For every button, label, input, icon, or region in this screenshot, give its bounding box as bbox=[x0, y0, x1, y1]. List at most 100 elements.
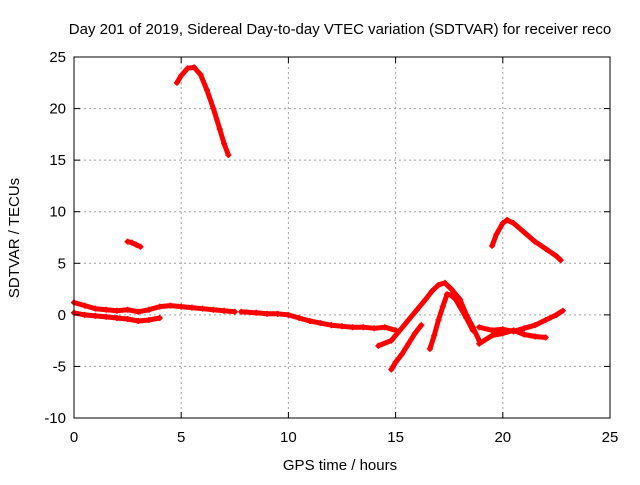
data-point bbox=[553, 253, 560, 260]
series-line bbox=[174, 64, 231, 158]
data-point bbox=[124, 238, 131, 245]
data-point bbox=[559, 307, 566, 314]
data-point bbox=[422, 296, 429, 303]
series-arc-short-3h bbox=[124, 238, 144, 250]
data-point bbox=[476, 324, 483, 331]
data-point bbox=[418, 322, 425, 329]
data-point bbox=[210, 105, 217, 112]
data-point bbox=[441, 279, 448, 286]
data-point bbox=[405, 340, 412, 347]
data-point bbox=[504, 216, 511, 223]
data-point bbox=[135, 308, 142, 315]
y-tick-label: -5 bbox=[53, 358, 66, 375]
data-point bbox=[128, 239, 135, 246]
y-tick-label: 15 bbox=[49, 152, 66, 169]
data-point bbox=[463, 314, 470, 321]
data-point bbox=[371, 325, 378, 332]
x-tick-label: 10 bbox=[280, 429, 297, 446]
data-point bbox=[448, 292, 455, 299]
data-point bbox=[388, 337, 395, 344]
data-point bbox=[135, 318, 142, 325]
data-point bbox=[216, 126, 223, 133]
data-point bbox=[439, 303, 446, 310]
data-point bbox=[339, 323, 345, 330]
data-point bbox=[399, 351, 406, 358]
x-tick-label: 0 bbox=[70, 429, 78, 446]
data-point bbox=[414, 306, 421, 313]
plot-frame bbox=[73, 56, 611, 419]
y-tick-label: 5 bbox=[58, 255, 66, 272]
grid bbox=[74, 57, 610, 418]
y-tick-label: -10 bbox=[44, 410, 66, 427]
data-point bbox=[476, 340, 483, 347]
data-point bbox=[375, 342, 382, 349]
data-point bbox=[489, 242, 496, 249]
data-point bbox=[456, 303, 463, 310]
data-point bbox=[146, 306, 153, 313]
series-arc-evening bbox=[489, 216, 564, 264]
data-point bbox=[542, 245, 549, 252]
data-point bbox=[521, 331, 528, 338]
data-point bbox=[521, 229, 528, 236]
data-point bbox=[133, 241, 140, 248]
data-point bbox=[405, 317, 412, 324]
data-point bbox=[429, 288, 436, 295]
chart-title: Day 201 of 2019, Sidereal Day-to-day VTE… bbox=[69, 21, 611, 38]
x-tick-label: 20 bbox=[494, 429, 511, 446]
data-point bbox=[173, 79, 180, 86]
data-point bbox=[188, 304, 195, 311]
data-point bbox=[489, 332, 496, 339]
data-point bbox=[542, 317, 549, 324]
data-point bbox=[178, 72, 185, 79]
x-tick-label: 5 bbox=[177, 429, 185, 446]
data-point bbox=[81, 302, 88, 309]
data-point bbox=[178, 303, 185, 310]
data-point bbox=[392, 359, 399, 366]
data-point bbox=[103, 306, 110, 313]
data-point bbox=[499, 330, 506, 337]
data-point bbox=[349, 324, 356, 331]
data-point bbox=[489, 327, 496, 334]
data-point bbox=[444, 291, 451, 298]
data-point bbox=[448, 286, 455, 293]
data-point bbox=[411, 330, 418, 337]
data-point bbox=[221, 140, 228, 147]
data-point bbox=[360, 324, 367, 331]
data-point bbox=[493, 231, 500, 238]
data-point bbox=[557, 257, 564, 264]
series-line bbox=[427, 291, 476, 352]
y-axis-label: SDTVAR / TECUs bbox=[6, 178, 23, 298]
data-point bbox=[317, 320, 324, 327]
y-tick-label: 25 bbox=[49, 49, 66, 66]
data-point bbox=[285, 311, 292, 318]
data-point bbox=[191, 64, 198, 71]
data-point bbox=[238, 308, 245, 315]
data-point bbox=[124, 306, 131, 313]
series-arc-16h-spike bbox=[426, 291, 476, 352]
data-point bbox=[210, 306, 217, 313]
data-point bbox=[92, 305, 99, 312]
axis-ticks: 0 5 10 15 20 25 -10 -5 0 5 10 15 20 25 bbox=[44, 49, 618, 446]
y-tick-label: 10 bbox=[49, 204, 66, 221]
data-point bbox=[231, 308, 238, 315]
data-point bbox=[199, 305, 206, 312]
series-band-0-7h bbox=[71, 299, 238, 315]
data-point bbox=[553, 311, 560, 318]
data-point bbox=[521, 325, 528, 332]
series-band-12-15h bbox=[328, 322, 399, 334]
data-point bbox=[452, 296, 459, 303]
data-point bbox=[469, 327, 476, 334]
data-point bbox=[531, 322, 538, 329]
series-arc-15h-steep bbox=[388, 322, 425, 373]
data-point bbox=[296, 314, 303, 321]
data-point bbox=[531, 238, 538, 245]
data-point bbox=[184, 65, 191, 72]
data-point bbox=[81, 311, 88, 318]
data-point bbox=[253, 309, 260, 316]
data-point bbox=[124, 315, 131, 322]
data-point bbox=[113, 314, 120, 321]
x-tick-label: 15 bbox=[387, 429, 404, 446]
data-point bbox=[103, 313, 110, 320]
